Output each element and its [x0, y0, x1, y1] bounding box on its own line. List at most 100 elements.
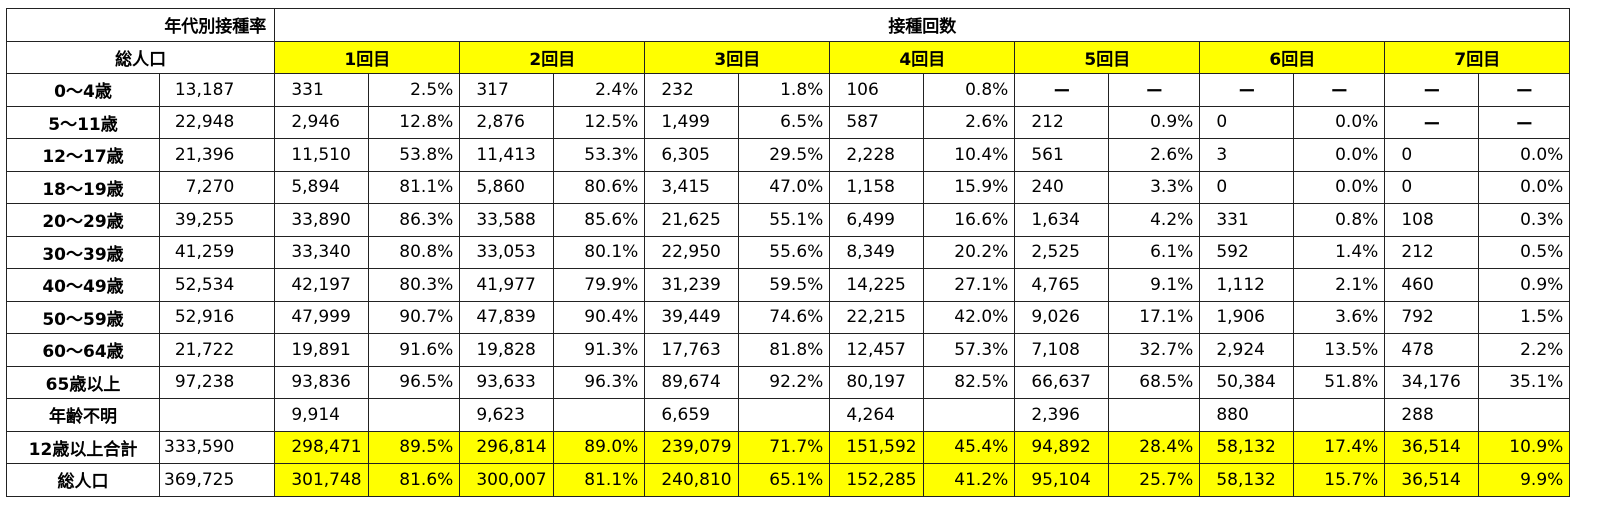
dose-rate-cell: 57.3% — [923, 333, 1016, 367]
dose-rate-cell: 59.5% — [738, 268, 831, 302]
dose-rate-cell: 80.8% — [368, 235, 461, 269]
dose-rate-cell: 0.0% — [1293, 138, 1386, 172]
table-row: 5〜11歳 22,948 2,946 12.8% 2,876 12.5% 1,499 6.5%… — [6, 105, 1571, 139]
dose-rate-cell: 6.1% — [1108, 235, 1201, 269]
dose-count-cell: 331 — [274, 73, 370, 107]
age-group-cell: 50〜59歳 — [6, 300, 160, 334]
dose-count-cell: 17,763 — [644, 333, 740, 367]
dose-count-cell: 42,197 — [274, 268, 370, 302]
population-cell: 7,270 — [158, 170, 276, 204]
dose-rate-cell: ー — [1293, 73, 1386, 107]
age-group-cell: 65歳以上 — [6, 365, 160, 399]
total-count-cell: 58,132 — [1199, 430, 1295, 464]
age-group-cell: 40〜49歳 — [6, 268, 160, 302]
dose-count-cell: 9,026 — [1014, 300, 1110, 334]
total-count-cell: 239,079 — [644, 430, 740, 464]
dose-count-cell: 0 — [1384, 138, 1480, 172]
dose-rate-cell: 42.0% — [923, 300, 1016, 334]
dose-rate-cell: 81.1% — [368, 170, 461, 204]
dose-rate-cell: 0.9% — [1108, 105, 1201, 139]
total-count-cell: 95,104 — [1014, 463, 1110, 497]
table-row: 40〜49歳 52,534 42,197 80.3% 41,977 79.9% 31,239… — [6, 268, 1571, 302]
dose-5-header: 5回目 — [1014, 40, 1201, 74]
total-count-cell: 300,007 — [459, 463, 555, 497]
dose-rate-cell: 1.8% — [738, 73, 831, 107]
dose-count-cell: 1,906 — [1199, 300, 1295, 334]
dose-rate-cell: 2.1% — [1293, 268, 1386, 302]
dose-rate-cell: 35.1% — [1478, 365, 1571, 399]
dose-count-cell: 5,894 — [274, 170, 370, 204]
dose-rate-cell: 80.3% — [368, 268, 461, 302]
dose-count-cell: 2,946 — [274, 105, 370, 139]
age-group-cell: 18〜19歳 — [6, 170, 160, 204]
total-rate-cell: 89.5% — [368, 430, 461, 464]
total-rate-cell: 9.9% — [1478, 463, 1571, 497]
dose-rate-cell: 0.8% — [1293, 203, 1386, 237]
dose-rate-cell: 0.8% — [923, 73, 1016, 107]
dose-count-cell: 240 — [1014, 170, 1110, 204]
total-count-cell: 36,514 — [1384, 463, 1480, 497]
dose-count-cell: 9,623 — [459, 398, 555, 432]
dose-rate-cell: 0.5% — [1478, 235, 1571, 269]
dose-count-cell: 22,215 — [829, 300, 925, 334]
dose-rate-cell: 90.4% — [553, 300, 646, 334]
dose-rate-cell: 85.6% — [553, 203, 646, 237]
vaccination-rate-table: 年代別接種率 接種回数 総人口 1回目 2回目 3回目 4回目 5回目 6回目 … — [5, 8, 1571, 497]
dose-rate-cell: 80.1% — [553, 235, 646, 269]
dose-count-cell: 1,499 — [644, 105, 740, 139]
dose-rate-cell: 82.5% — [923, 365, 1016, 399]
dose-count-cell: 8,349 — [829, 235, 925, 269]
dose-count-cell: 34,176 — [1384, 365, 1480, 399]
dose-4-header: 4回目 — [829, 40, 1016, 74]
dose-rate-cell — [1293, 398, 1386, 432]
dose-rate-cell: 12.8% — [368, 105, 461, 139]
dose-2-header: 2回目 — [459, 40, 646, 74]
dose-count-cell: 2,525 — [1014, 235, 1110, 269]
dose-rate-cell: 55.6% — [738, 235, 831, 269]
dose-count-cell: ー — [1014, 73, 1110, 107]
age-group-cell: 30〜39歳 — [6, 235, 160, 269]
total-count-cell: 298,471 — [274, 430, 370, 464]
table-row: 0〜4歳 13,187 331 2.5% 317 2.4% 232 1.8% 106 0.8% ーー… — [6, 73, 1571, 107]
dose-count-cell: 2,228 — [829, 138, 925, 172]
dose-rate-cell: 96.3% — [553, 365, 646, 399]
dose-rate-cell: 55.1% — [738, 203, 831, 237]
dose-rate-cell: 10.4% — [923, 138, 1016, 172]
dose-count-cell: 592 — [1199, 235, 1295, 269]
dose-count-cell: 2,396 — [1014, 398, 1110, 432]
dose-count-cell: 80,197 — [829, 365, 925, 399]
total-row: 総人口 369,725 301,748 81.6% 300,007 81.1% 240,81… — [6, 463, 1571, 497]
dose-rate-cell: 0.9% — [1478, 268, 1571, 302]
dose-rate-cell: 0.0% — [1293, 170, 1386, 204]
dose-rate-cell: 86.3% — [368, 203, 461, 237]
age-group-cell: 12〜17歳 — [6, 138, 160, 172]
total-rate-cell: 15.7% — [1293, 463, 1386, 497]
header-row-1: 年代別接種率 接種回数 — [5, 8, 1571, 42]
table-row: 12〜17歳 21,396 11,510 53.8% 11,413 53.3% 6,305 2… — [6, 138, 1571, 172]
dose-count-cell: 93,836 — [274, 365, 370, 399]
dose-rate-cell — [368, 398, 461, 432]
dose-count-cell: 22,950 — [644, 235, 740, 269]
dose-rate-cell: 3.3% — [1108, 170, 1201, 204]
dose-count-cell: 460 — [1384, 268, 1480, 302]
dose-count-cell: 19,828 — [459, 333, 555, 367]
total-rate-cell: 71.7% — [738, 430, 831, 464]
dose-count-cell: 2,876 — [459, 105, 555, 139]
total-rate-cell: 17.4% — [1293, 430, 1386, 464]
total-population-cell: 369,725 — [158, 463, 276, 497]
dose-count-cell: 317 — [459, 73, 555, 107]
dose-rate-cell: 16.6% — [923, 203, 1016, 237]
dose-3-header: 3回目 — [644, 40, 831, 74]
dose-rate-cell: 2.2% — [1478, 333, 1571, 367]
dose-7-header: 7回目 — [1384, 40, 1571, 74]
dose-count-cell: 33,588 — [459, 203, 555, 237]
dose-rate-cell: 29.5% — [738, 138, 831, 172]
dose-count-cell: 1,112 — [1199, 268, 1295, 302]
dose-rate-cell: 47.0% — [738, 170, 831, 204]
dose-rate-cell: 2.4% — [553, 73, 646, 107]
total-rate-cell: 65.1% — [738, 463, 831, 497]
dose-1-header: 1回目 — [274, 40, 461, 74]
doses-header: 接種回数 — [274, 8, 1571, 42]
dose-rate-cell: 2.6% — [1108, 138, 1201, 172]
total-label-cell: 12歳以上合計 — [6, 430, 160, 464]
